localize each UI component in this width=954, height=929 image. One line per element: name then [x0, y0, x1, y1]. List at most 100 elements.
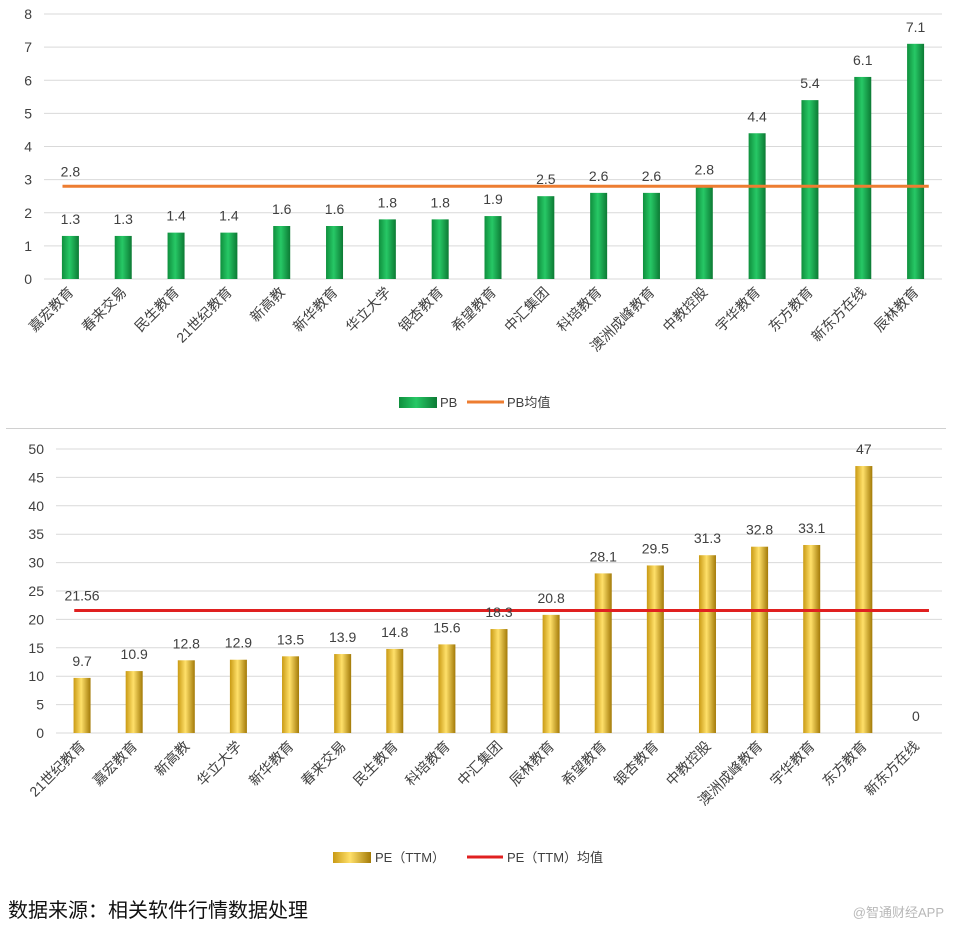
pb-value-label: 1.8: [378, 194, 398, 210]
pb-value-label: 4.4: [747, 108, 767, 124]
pb-y-tick-label: 2: [24, 205, 32, 221]
pb-bar: [748, 133, 766, 279]
pb-bar: [378, 219, 396, 279]
pe-category-label: 希望教育: [558, 738, 609, 789]
pb-category-label: 嘉宏教育: [26, 284, 77, 335]
pb-category-label: 东方教育: [765, 284, 816, 335]
pb-mean-label: 2.8: [61, 163, 81, 179]
pb-value-label: 6.1: [853, 52, 873, 68]
pe-category-label: 中汇集团: [454, 738, 505, 789]
pe-bar: [855, 466, 873, 733]
pe-value-label: 33.1: [798, 520, 825, 536]
pe-value-label: 12.9: [225, 635, 252, 651]
pe-value-label: 14.8: [381, 624, 408, 640]
pe-category-label: 华立大学: [194, 738, 245, 789]
pe-category-label: 嘉宏教育: [89, 738, 140, 789]
pb-y-tick-label: 5: [24, 105, 32, 121]
pe-legend: PE（TTM） PE（TTM）均值: [333, 850, 603, 865]
pe-legend-bar-swatch: [333, 852, 371, 863]
pb-value-label: 1.4: [219, 208, 239, 224]
pb-category-label: 中汇集团: [501, 284, 552, 335]
pb-y-tick-label: 8: [24, 6, 32, 22]
pb-y-tick-label: 0: [24, 271, 32, 287]
pb-category-label: 新华教育: [290, 284, 341, 335]
pb-category-label: 科培教育: [554, 284, 605, 335]
pb-value-label: 2.6: [589, 168, 609, 184]
pb-category-label: 希望教育: [448, 284, 499, 335]
pe-y-tick-label: 25: [28, 583, 44, 599]
pe-value-label: 9.7: [72, 653, 92, 669]
pb-bar: [431, 219, 449, 279]
pe-value-label: 10.9: [121, 646, 148, 662]
pe-category-label: 银杏教育: [611, 738, 662, 789]
pb-bar: [167, 232, 185, 279]
pb-bar: [854, 76, 872, 279]
pe-y-tick-label: 45: [28, 469, 44, 485]
pb-category-label: 民生教育: [131, 284, 182, 335]
pb-value-label: 1.4: [166, 208, 186, 224]
pe-y-tick-label: 35: [28, 526, 44, 542]
pb-bar: [114, 235, 132, 279]
pb-category-label: 华立大学: [343, 284, 394, 335]
pe-y-tick-label: 15: [28, 640, 44, 656]
pe-bar: [73, 677, 91, 733]
pb-value-label: 1.8: [430, 194, 450, 210]
pb-value-label: 1.3: [61, 211, 81, 227]
pe-value-label: 13.9: [329, 629, 356, 645]
pe-category-label: 宇华教育: [767, 738, 818, 789]
pb-y-tick-label: 7: [24, 39, 32, 55]
pb-legend-bar-label: PB: [440, 395, 457, 410]
pb-bar: [484, 216, 502, 279]
pb-value-label: 5.4: [800, 75, 820, 91]
pe-value-label: 18.3: [485, 604, 512, 620]
pe-y-tick-label: 50: [28, 441, 44, 457]
pb-value-label: 2.5: [536, 171, 556, 187]
pe-value-label: 29.5: [642, 540, 669, 556]
pb-category-label: 新高教: [247, 284, 288, 325]
pb-y-tick-label: 4: [24, 139, 32, 155]
pb-bar: [220, 232, 238, 279]
pe-bar: [334, 654, 352, 733]
pb-bar: [590, 192, 608, 279]
pb-bar: [537, 196, 555, 279]
pb-category-label: 新东方在线: [808, 284, 869, 345]
pe-category-label: 新华教育: [246, 738, 297, 789]
pe-y-tick-label: 10: [28, 668, 44, 684]
pe-bar: [803, 544, 821, 733]
pe-bar: [594, 573, 612, 733]
pe-bar: [125, 671, 143, 733]
pe-bar: [177, 660, 195, 733]
pe-category-label: 新高教: [151, 738, 192, 779]
pb-legend: PB PB均值: [399, 395, 550, 410]
pe-legend-bar-label: PE（TTM）: [375, 850, 445, 865]
pe-value-label: 12.8: [173, 635, 200, 651]
pb-value-label: 2.6: [642, 168, 662, 184]
pb-y-tick-label: 1: [24, 238, 32, 254]
pe-y-tick-label: 0: [36, 725, 44, 741]
pe-bar: [542, 614, 560, 733]
pe-category-label: 中教控股: [663, 738, 714, 789]
pe-value-label: 13.5: [277, 631, 304, 647]
pb-legend-bar-swatch: [399, 397, 437, 408]
pe-mean-label: 21.56: [65, 588, 100, 604]
pb-bar: [695, 186, 713, 279]
pb-category-label: 中教控股: [660, 284, 711, 335]
pb-value-label: 1.6: [272, 201, 292, 217]
pe-bar: [646, 565, 664, 733]
pe-value-label: 0: [912, 708, 920, 724]
pe-category-label: 春来交易: [298, 738, 349, 789]
pe-value-label: 47: [856, 441, 872, 457]
pe-bar: [698, 555, 716, 733]
pe-value-label: 20.8: [537, 590, 564, 606]
pb-legend-line-label: PB均值: [507, 395, 550, 410]
pb-bar: [907, 43, 925, 279]
pb-category-label: 辰林教育: [871, 284, 922, 335]
pe-chart: 0 5 10 15 20 25 30 35 40 45 50 21世纪教育 嘉宏教育 新高教 华立大学 新华教…: [26, 441, 942, 865]
pb-bar: [326, 226, 344, 279]
pe-y-tick-label: 30: [28, 555, 44, 571]
pb-bar: [61, 235, 79, 279]
pe-y-tick-label: 40: [28, 498, 44, 514]
pe-category-label: 21世纪教育: [26, 738, 88, 800]
pe-y-tick-label: 5: [36, 697, 44, 713]
